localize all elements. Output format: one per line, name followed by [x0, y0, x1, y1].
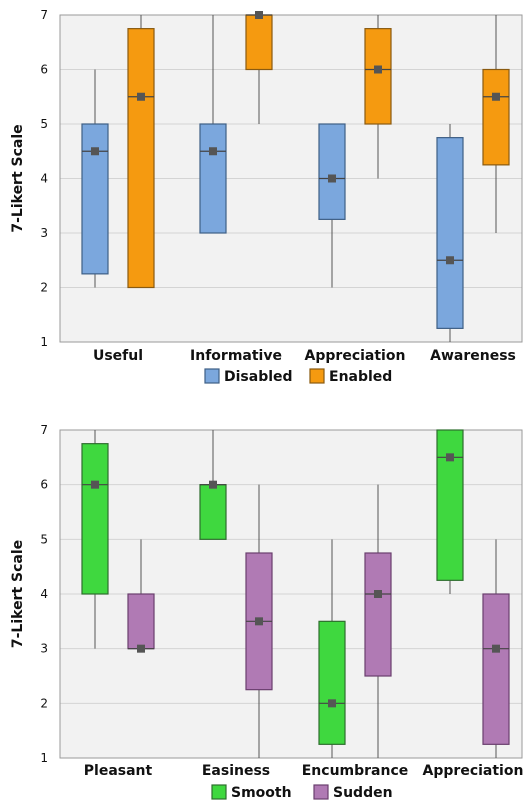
y-tick-label: 1 — [40, 335, 48, 349]
box-sudden-appreciation — [482, 539, 510, 758]
y-tick-label: 1 — [40, 751, 48, 765]
mean-marker — [91, 480, 99, 489]
legend-label-disabled: Disabled — [224, 369, 293, 385]
box-iqr — [318, 620, 346, 745]
mean-marker — [328, 174, 336, 183]
x-category-label: Informative — [190, 348, 282, 364]
mean-marker — [255, 617, 263, 626]
legend-label-enabled: Enabled — [329, 369, 392, 385]
y-tick-label: 7 — [40, 8, 48, 22]
box-disabled-appreciation — [318, 123, 346, 288]
mean-marker — [137, 644, 145, 653]
box-iqr — [199, 123, 227, 234]
legend-swatch-sudden — [313, 784, 329, 800]
box-enabled-useful — [127, 15, 155, 289]
y-tick-label: 7 — [40, 423, 48, 437]
box-smooth-encumbrance — [318, 539, 346, 758]
y-axis-label: 7-Likert Scale — [10, 124, 26, 232]
x-category-label: Appreciation — [305, 348, 406, 364]
box-enabled-informative — [245, 11, 273, 124]
x-category-label: Pleasant — [84, 763, 153, 779]
mean-marker — [374, 590, 382, 598]
box-iqr — [127, 28, 155, 289]
box-iqr — [364, 28, 392, 125]
box-smooth-appreciation — [436, 429, 464, 594]
box-iqr — [318, 123, 346, 220]
box-smooth-easiness — [199, 430, 227, 540]
x-category-label: Useful — [93, 348, 143, 364]
box-enabled-appreciation — [364, 15, 392, 179]
plot-frame — [59, 429, 523, 759]
box-iqr — [482, 68, 510, 166]
y-tick-label: 6 — [40, 63, 48, 77]
box-enabled-awareness — [482, 15, 510, 233]
box-sudden-pleasant — [127, 539, 155, 653]
mean-marker — [492, 92, 500, 101]
box-iqr — [81, 443, 109, 595]
mean-marker — [446, 256, 454, 265]
box-smooth-pleasant — [81, 430, 109, 649]
y-tick-label: 6 — [40, 478, 48, 492]
x-category-label: Encumbrance — [302, 763, 409, 779]
mean-marker — [374, 65, 382, 74]
y-tick-label: 5 — [40, 117, 48, 131]
y-axis-label: 7-Likert Scale — [10, 540, 26, 648]
mean-marker — [209, 147, 217, 156]
box-sudden-encumbrance — [364, 484, 392, 758]
legend-swatch-disabled — [204, 368, 220, 384]
legend-swatch-enabled — [309, 368, 325, 384]
box-iqr — [81, 123, 109, 275]
y-tick-label: 4 — [40, 172, 48, 186]
box-disabled-awareness — [436, 124, 464, 342]
mean-marker — [492, 644, 500, 653]
mean-marker — [137, 92, 145, 101]
x-category-label: Awareness — [430, 348, 516, 364]
y-tick-label: 4 — [40, 587, 48, 601]
y-tick-label: 2 — [40, 281, 48, 295]
box-disabled-informative — [199, 15, 227, 234]
legend-swatch-smooth — [211, 784, 227, 800]
box-iqr — [245, 14, 273, 71]
box-iqr — [199, 484, 227, 540]
x-category-label: Easiness — [202, 763, 270, 779]
mean-marker — [91, 147, 99, 156]
x-category-label: Appreciation — [423, 763, 524, 779]
y-tick-label: 2 — [40, 696, 48, 710]
y-tick-label: 3 — [40, 226, 48, 240]
y-tick-label: 3 — [40, 642, 48, 656]
y-tick-label: 5 — [40, 532, 48, 546]
box-iqr — [436, 429, 464, 581]
plot-frame — [59, 14, 523, 343]
chart-panel-1: 1 2 3 4 5 6 7 7-Likert Scale Useful Informative Ap… — [10, 8, 523, 385]
legend-label-sudden: Sudden — [333, 785, 393, 801]
mean-marker — [328, 699, 336, 708]
box-iqr — [436, 137, 464, 329]
mean-marker — [255, 11, 263, 19]
legend-label-smooth: Smooth — [231, 785, 292, 801]
box-iqr — [127, 593, 155, 650]
chart-panel-2: 1 2 3 4 5 6 7 7-Likert Scale Pleasant Easiness Enc… — [10, 423, 523, 801]
box-iqr — [364, 552, 392, 677]
box-iqr — [482, 593, 510, 745]
mean-marker — [209, 480, 217, 489]
box-disabled-useful — [81, 69, 109, 288]
mean-marker — [446, 453, 454, 462]
box-sudden-easiness — [245, 484, 273, 758]
